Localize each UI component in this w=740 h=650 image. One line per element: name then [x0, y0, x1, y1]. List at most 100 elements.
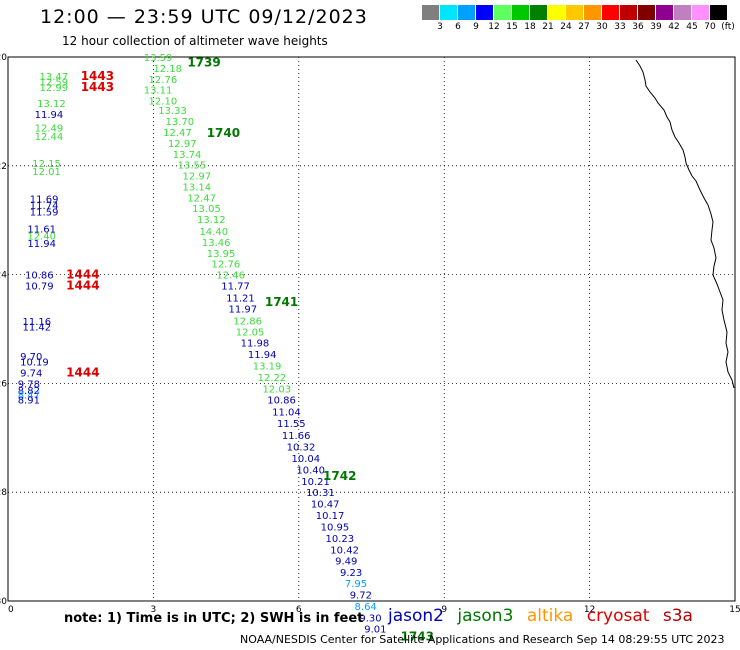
wave-height-label: 10.17	[316, 511, 345, 522]
wave-height-label: 10.19	[20, 358, 49, 369]
wave-height-label: 10.32	[287, 443, 316, 454]
wave-height-label: 12.22	[258, 373, 287, 384]
footer-note: note: 1) Time is in UTC; 2) SWH is in fe…	[64, 611, 364, 626]
colorbar-swatch	[674, 5, 692, 20]
x-tick-label: 3	[151, 605, 157, 615]
pass-time-label: 1742	[323, 469, 356, 483]
colorbar-swatch	[566, 5, 584, 20]
wave-height-label: 8.64	[355, 602, 377, 613]
pass-time-label: 1444	[66, 268, 99, 282]
wave-height-label: 13.19	[253, 361, 282, 372]
satellite-legend: jason2 jason3 altika cryosat s3a	[388, 606, 701, 626]
wave-height-label: 11.97	[229, 304, 258, 315]
wave-height-label: 12.49	[35, 124, 64, 135]
wave-height-label: 12.05	[236, 328, 265, 339]
y-tick-label: 26	[0, 379, 7, 389]
wave-height-label: 14.40	[199, 227, 228, 238]
wave-height-label: 12.97	[182, 172, 211, 183]
x-tick-label: 15	[729, 605, 740, 615]
colorbar-label: 70	[704, 22, 716, 32]
pass-time-label: 1741	[265, 295, 298, 309]
wave-height-label: 12.97	[168, 139, 197, 150]
colorbar-label: 12	[488, 22, 500, 32]
wave-height-label: 12.47	[163, 128, 192, 139]
colorbar-label: 45	[686, 22, 698, 32]
legend-jason3: jason3	[457, 606, 514, 626]
pass-time-label: 1444	[66, 366, 99, 380]
colorbar-label: 33	[614, 22, 626, 32]
colorbar-label: 42	[668, 22, 680, 32]
wave-height-label: 12.76	[212, 260, 241, 271]
wave-height-label: 12.01	[32, 167, 61, 178]
legend-s3a: s3a	[662, 606, 693, 626]
wave-height-label: 12.18	[153, 64, 182, 75]
colorbar-swatch	[638, 5, 656, 20]
x-tick-label: 6	[296, 605, 302, 615]
colorbar-swatch	[710, 5, 728, 20]
pass-time-label: 1743	[401, 629, 434, 643]
wave-height-label: 7.95	[345, 579, 367, 590]
wave-height-label: 11.94	[35, 110, 64, 121]
wave-height-label: 9.49	[335, 557, 357, 568]
colorbar-label: 21	[542, 22, 554, 32]
wave-height-label: 9.78	[18, 379, 40, 390]
colorbar-swatch	[548, 5, 566, 20]
pass-time-label: 1443	[81, 69, 114, 83]
pass-time-label: 1739	[187, 55, 220, 69]
wave-height-label: 13.59	[144, 53, 173, 64]
wave-height-label: 13.11	[144, 86, 173, 97]
wave-height-label: 12.10	[149, 97, 178, 108]
wave-height-label: 11.66	[282, 431, 311, 442]
colorbar-swatch	[692, 5, 710, 20]
wave-height-label: 11.04	[272, 408, 301, 419]
wave-height-label: 12.47	[187, 193, 216, 204]
colorbar-swatch	[458, 5, 476, 20]
wave-height-label: 9.70	[20, 352, 42, 363]
legend-altika: altika	[526, 606, 574, 626]
wave-height-label: 11.59	[30, 207, 59, 218]
colorbar-label: (ft)	[721, 22, 735, 32]
wave-height-label: 10.31	[306, 488, 335, 499]
wave-height-label: 11.74	[30, 201, 59, 212]
x-tick-label: 9	[441, 605, 447, 615]
wave-height-label: 10.23	[325, 534, 354, 545]
wave-height-label: 10.95	[321, 522, 350, 533]
wave-height-label: 12.86	[233, 316, 262, 327]
wave-height-label: 13.14	[182, 182, 211, 193]
legend-jason2: jason2	[388, 606, 444, 626]
y-tick-label: 28	[0, 488, 7, 498]
wave-height-label: 12.44	[35, 132, 64, 143]
wave-height-label: 9.30	[359, 613, 381, 624]
colorbar-label: 18	[524, 22, 536, 32]
wave-height-label: 9.74	[20, 369, 42, 380]
wave-height-label: 10.21	[301, 477, 330, 488]
wave-height-label: 11.55	[277, 419, 306, 430]
wave-height-label: 10.86	[25, 271, 54, 282]
wave-height-label: 11.98	[241, 339, 270, 350]
wave-height-label: 11.94	[27, 239, 56, 250]
axis-ticks: 0 3 6 9 12 15 20 22 24 26 28 30	[0, 53, 740, 615]
colorbar-label: 30	[596, 22, 608, 32]
colorbar-swatch	[476, 5, 494, 20]
wave-height-label: 11.61	[27, 224, 56, 235]
wave-height-label: 12.59	[40, 77, 69, 88]
wave-height-label: 13.05	[192, 204, 221, 215]
coastline	[635, 59, 735, 389]
wave-height-label: 10.79	[25, 281, 54, 292]
wave-height-colorbar	[422, 5, 728, 20]
wave-height-label: 11.69	[30, 194, 59, 205]
wave-height-label: 9.72	[350, 590, 372, 601]
wave-height-label: 11.16	[23, 317, 52, 328]
wave-height-label: 11.42	[23, 322, 52, 333]
colorbar-label: 39	[650, 22, 662, 32]
colorbar-label: 24	[560, 22, 572, 32]
wave-height-label: 13.55	[178, 161, 207, 172]
y-tick-label: 30	[0, 597, 7, 607]
wave-height-label: 13.46	[202, 238, 231, 249]
wave-height-label: 12.76	[149, 75, 178, 86]
wave-height-label: 12.15	[32, 159, 61, 170]
wave-height-label: 8.47	[18, 390, 40, 401]
wave-height-label: 10.04	[292, 454, 321, 465]
wave-height-label: 13.47	[40, 72, 69, 83]
